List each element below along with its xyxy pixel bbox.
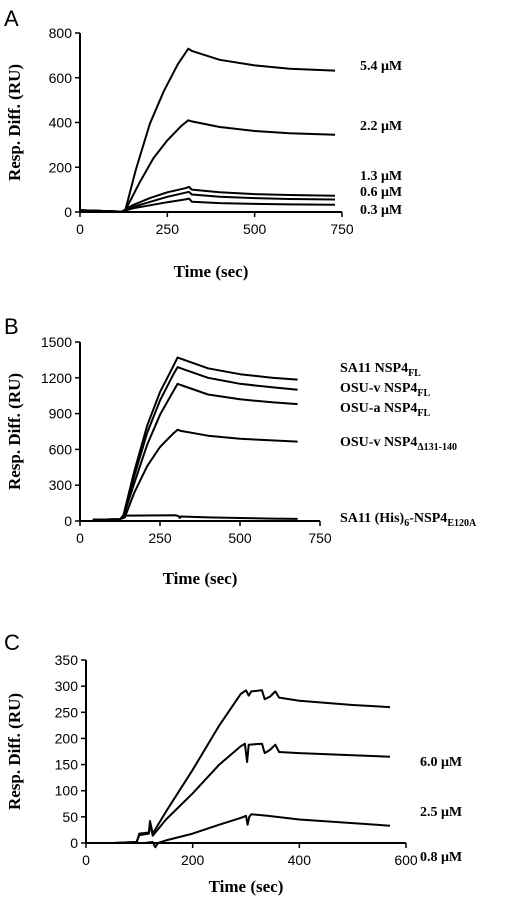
series-line [92,428,298,521]
series-label: 0.3 μM [360,203,402,218]
y-tick-label: 800 [49,25,73,41]
x-tick-label: 400 [288,852,312,868]
x-tick-label: 250 [156,221,180,237]
y-tick-label: 900 [49,406,73,422]
series-line [112,689,391,844]
x-tick-label: 200 [181,852,205,868]
chart-panel-b: B 0 300 600 900 1200 1500 0 250 500 750 Time (sec) R… [4,314,477,588]
y-tick-label: 150 [55,757,79,773]
series-line [112,813,391,849]
series-label: 0.8 μM [420,850,462,865]
y-tick-label: 0 [64,513,72,529]
y-tick-label: 600 [49,441,73,457]
y-tick-label: 300 [49,477,73,493]
panel-letter: B [4,314,19,339]
series-line [92,382,298,521]
panel-letter: C [4,630,20,655]
x-axis-title: Time (sec) [209,877,284,896]
y-tick-label: 1500 [41,334,72,350]
x-tick-label: 250 [148,530,172,546]
y-tick-label: 350 [55,652,79,668]
x-axis-title: Time (sec) [163,569,238,588]
series-label: OSU-v NSP4FL [340,381,431,399]
x-tick-label: 500 [228,530,252,546]
series-label: 5.4 μM [360,59,402,74]
series-label: 2.5 μM [420,805,462,820]
y-tick-label: 200 [55,730,79,746]
series-label: 2.2 μM [360,119,402,134]
series-label: OSU-a NSP4FL [340,401,431,419]
y-axis-title: Resp. Diff. (RU) [5,693,24,810]
chart-panel-c: C 0 50 100 150 200 250 300 350 0 200 400 600 Time (se… [4,630,462,896]
series-label: 1.3 μM [360,169,402,184]
y-tick-label: 200 [49,159,73,175]
series-label: SA11 (His)6-NSP4E120A [340,511,477,529]
series-label: OSU-v NSP4Δ131-140 [340,435,457,453]
x-tick-label: 750 [330,221,354,237]
y-tick-label: 0 [64,204,72,220]
series-line [79,185,336,213]
y-axis-title: Resp. Diff. (RU) [5,373,24,490]
series-line [79,190,336,213]
x-tick-label: 750 [308,530,332,546]
y-axis-title: Resp. Diff. (RU) [5,64,24,181]
x-tick-label: 0 [76,530,84,546]
y-tick-label: 0 [70,835,78,851]
x-tick-label: 500 [243,221,267,237]
y-tick-label: 250 [55,704,79,720]
x-axis-title: Time (sec) [174,262,249,281]
series-line [79,47,336,213]
series-line [92,356,298,521]
series-label: 0.6 μM [360,185,402,200]
panel-letter: A [4,6,19,31]
y-tick-label: 50 [62,809,78,825]
x-tick-label: 0 [76,221,84,237]
y-tick-label: 600 [49,70,73,86]
x-tick-label: 600 [394,852,418,868]
series-line [112,742,391,844]
chart-panel-a: A 0 200 400 600 800 0 250 500 750 Time (sec) Resp. … [4,6,402,281]
series-label: SA11 NSP4FL [340,361,421,379]
series-line [92,514,298,521]
series-line [79,119,336,213]
x-tick-label: 0 [82,852,90,868]
series-label: 6.0 μM [420,755,462,770]
y-tick-label: 1200 [41,370,72,386]
y-tick-label: 400 [49,115,73,131]
y-tick-label: 300 [55,678,79,694]
series-line [79,197,336,213]
y-tick-label: 100 [55,783,79,799]
